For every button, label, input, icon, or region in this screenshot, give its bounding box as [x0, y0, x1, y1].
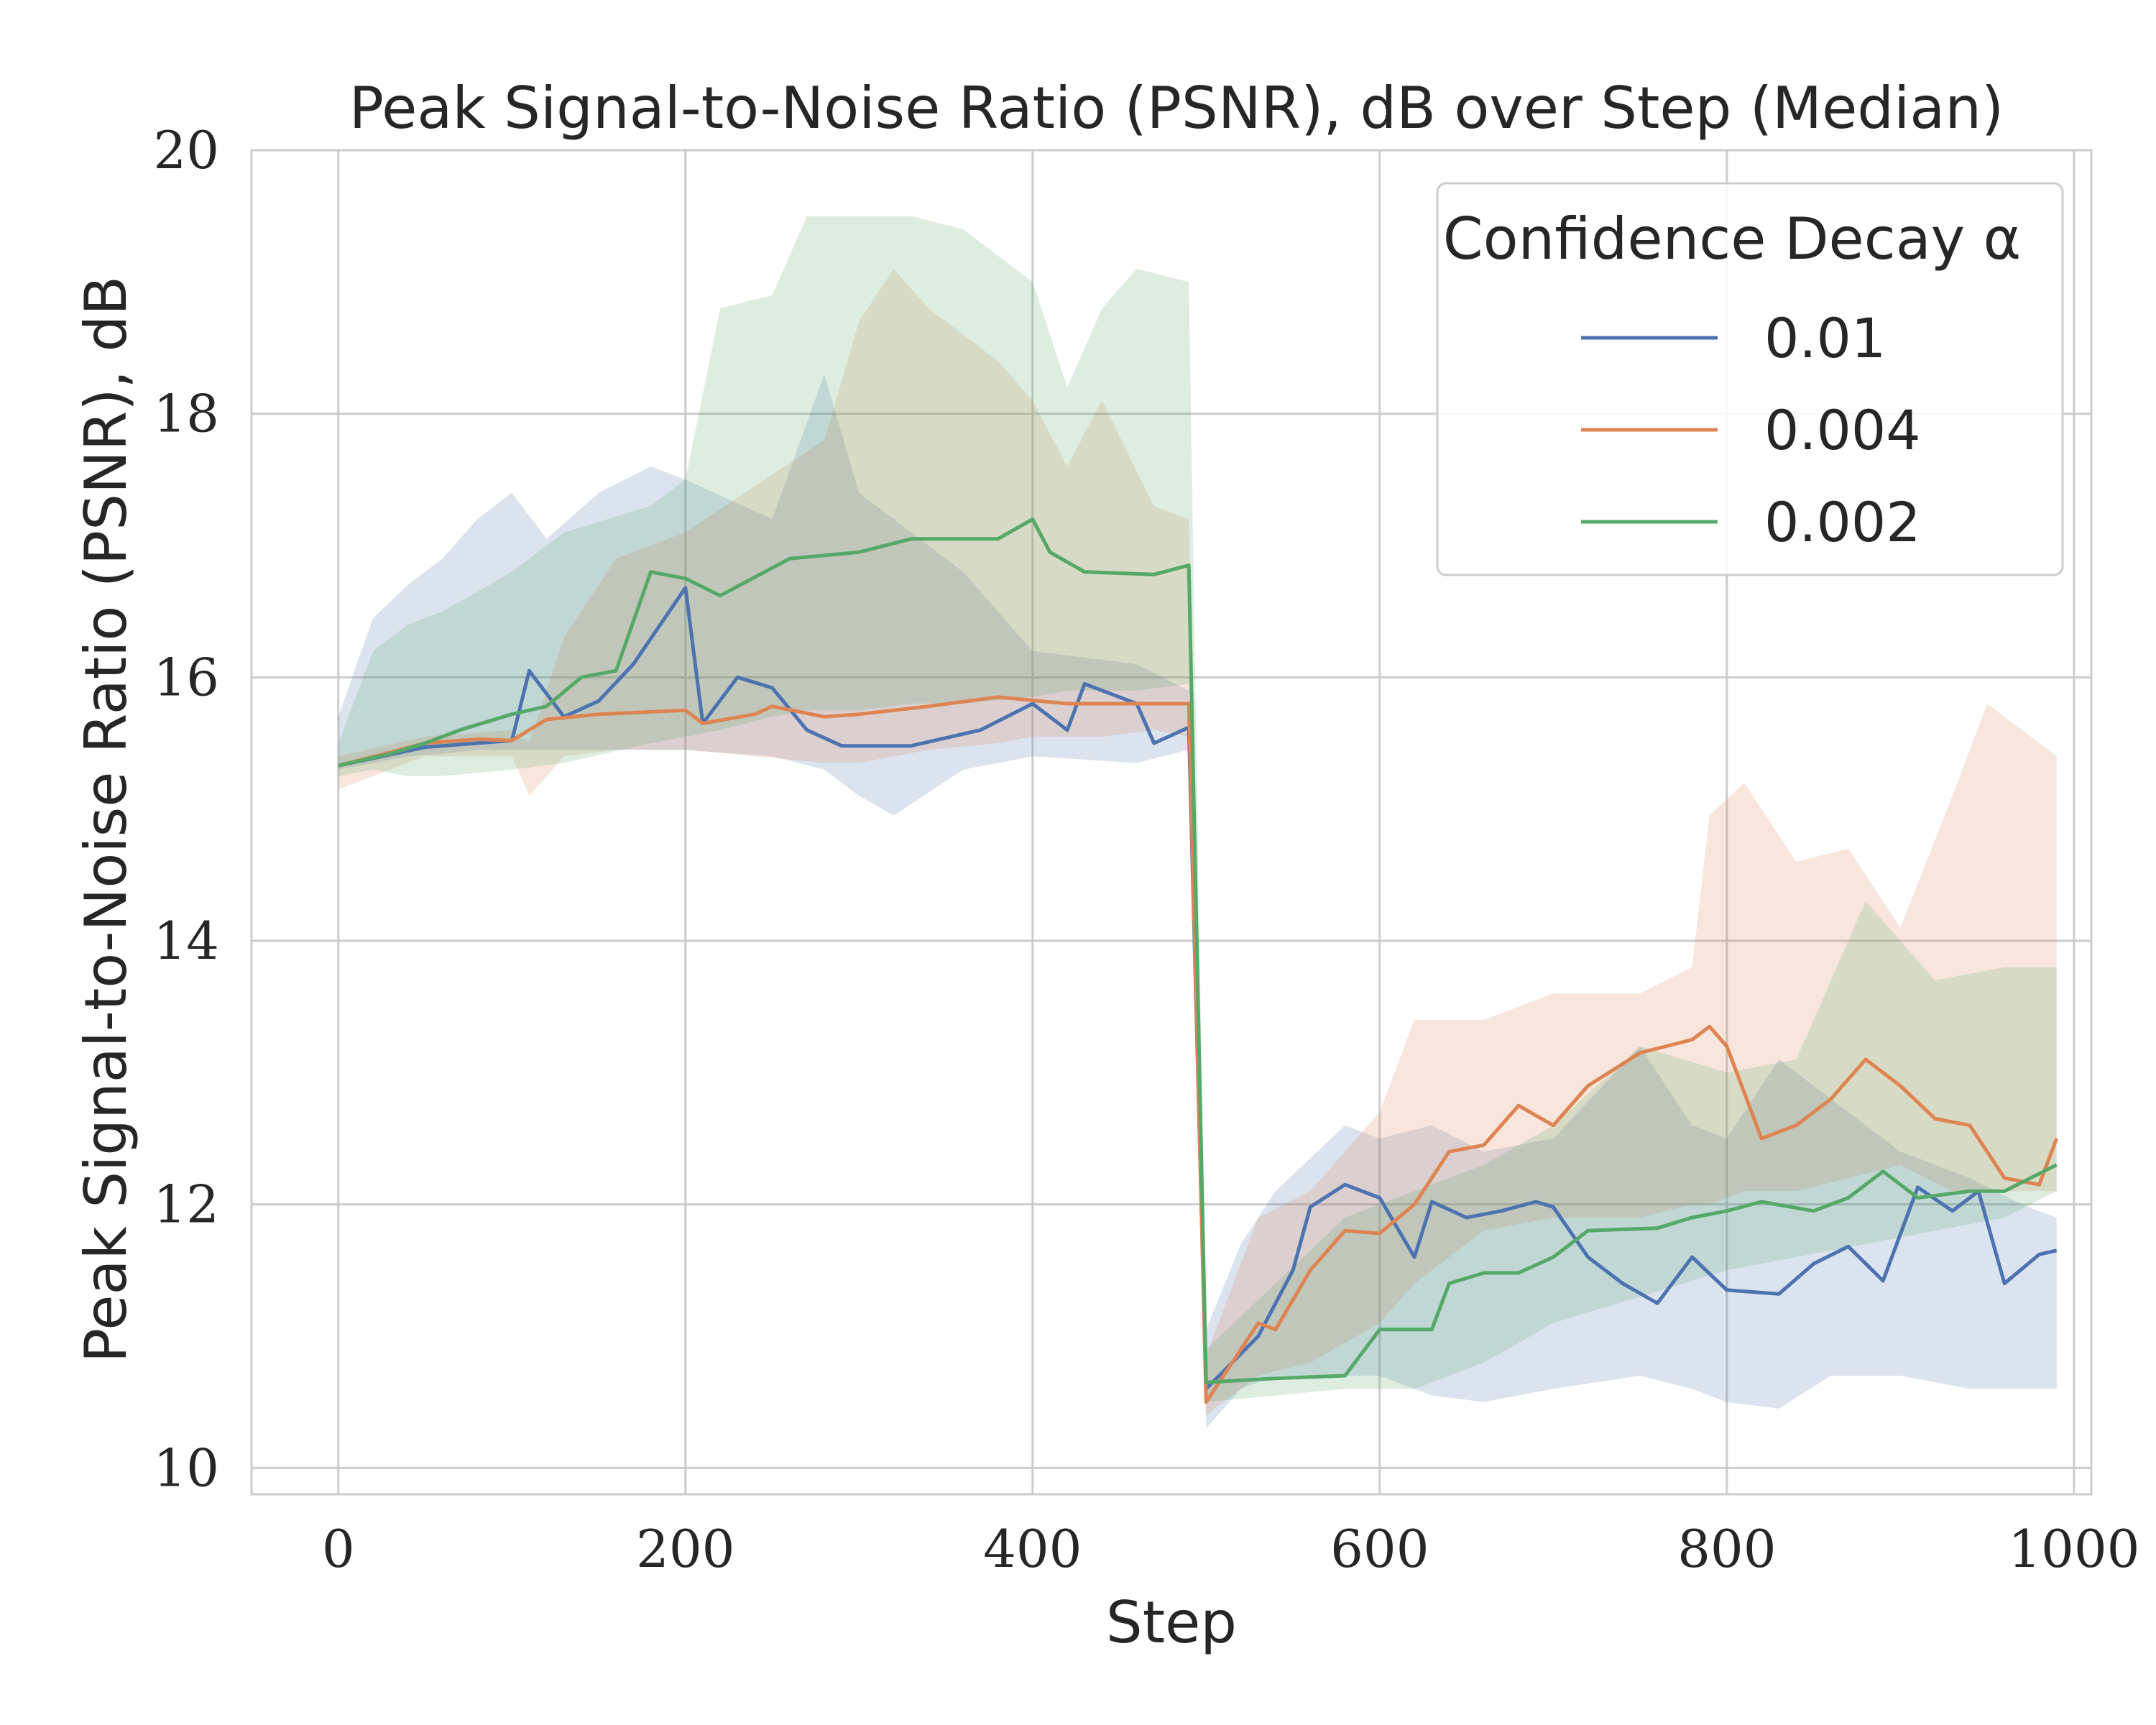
- y-tick-label: 12: [153, 1174, 219, 1235]
- y-tick-label: 14: [153, 911, 219, 971]
- line-series-1: [338, 586, 2058, 1391]
- x-tick-label: 800: [1677, 1519, 1776, 1579]
- y-tick-label: 18: [153, 384, 219, 444]
- series-lines: [338, 517, 2059, 1404]
- y-tick-label: 20: [153, 120, 219, 180]
- legend-box: [1436, 182, 2064, 576]
- band-series-2: [338, 269, 2057, 1415]
- y-tick-label: 10: [153, 1438, 219, 1498]
- x-axis-label: Step: [1106, 1589, 1237, 1656]
- legend-label: 0.004: [1764, 398, 1921, 462]
- band-series-1: [338, 374, 2057, 1429]
- band-series-3: [338, 216, 2057, 1402]
- legend-items: 0.01 0.004 0.002: [1581, 306, 1921, 554]
- y-axis-label: Peak Signal-to-Noise Ratio (PSNR), dB: [73, 276, 139, 1363]
- x-tick-label: 400: [983, 1519, 1082, 1579]
- line-series-2: [338, 695, 2059, 1404]
- legend: Confidence Decay α 0.01 0.004 0.002: [1436, 182, 2064, 576]
- x-tick-label: 1000: [2008, 1519, 2139, 1579]
- y-tick-label: 16: [153, 647, 219, 707]
- legend-title: Confidence Decay α: [1443, 206, 2022, 272]
- legend-label: 0.002: [1764, 490, 1921, 554]
- y-tick-labels: 10 12 14 16 18 20: [153, 120, 219, 1498]
- confidence-bands: [338, 216, 2057, 1429]
- line-series-3: [338, 517, 2058, 1384]
- x-tick-label: 0: [322, 1519, 355, 1579]
- chart-title: Peak Signal-to-Noise Ratio (PSNR), dB ov…: [349, 75, 2004, 142]
- x-tick-label: 200: [636, 1519, 734, 1579]
- x-tick-label: 600: [1330, 1519, 1429, 1579]
- legend-label: 0.01: [1764, 306, 1886, 370]
- plot-frame: [250, 149, 2093, 1496]
- x-tick-labels: 0 200 400 600 800 1000: [322, 1519, 2140, 1579]
